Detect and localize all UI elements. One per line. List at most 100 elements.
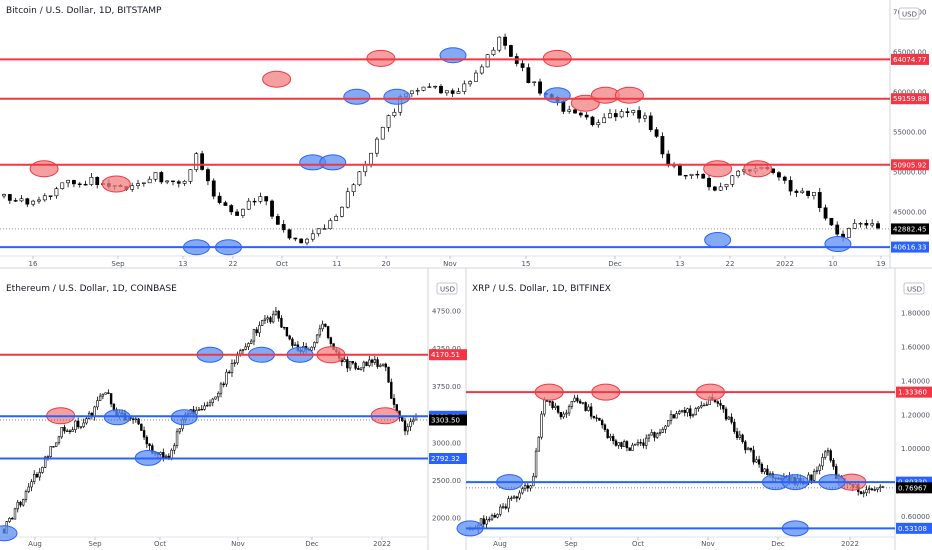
eth-candle xyxy=(343,359,346,363)
xrp-candle xyxy=(504,506,507,509)
btc-candle xyxy=(89,177,94,185)
btc-candle xyxy=(48,195,53,197)
btc-candle xyxy=(485,54,490,68)
btc-candle xyxy=(211,180,216,197)
eth-y-tick: 3750.00 xyxy=(432,383,461,391)
xrp-candle xyxy=(606,429,609,439)
xrp-candle xyxy=(642,442,645,446)
btc-support-marker xyxy=(543,87,571,104)
xrp-candle xyxy=(760,463,764,473)
xrp-candle xyxy=(620,442,623,447)
eth-candle xyxy=(197,408,201,411)
xrp-candle xyxy=(868,488,871,491)
eth-y-tick: 4750.00 xyxy=(432,308,461,316)
btc-candle xyxy=(409,90,414,95)
eth-candle xyxy=(387,366,390,383)
xrp-candle xyxy=(818,465,821,471)
btc-candle xyxy=(275,216,280,225)
eth-support-marker xyxy=(0,525,18,542)
xrp-candle xyxy=(526,485,530,489)
btc-pane[interactable]: 45000.00 50000.00 55000.00 60000.00 65000.00… xyxy=(0,9,929,269)
btc-resistance-marker xyxy=(743,160,773,178)
eth-currency-badge[interactable] xyxy=(436,282,458,295)
btc-x-tick: 15 xyxy=(522,260,531,268)
eth-candle xyxy=(175,431,179,446)
eth-pane[interactable]: 2000.002500.003000.003750.004250.004750.… xyxy=(0,306,467,548)
xrp-y-tick: 1.40000 xyxy=(901,377,930,385)
btc-candle xyxy=(188,169,193,182)
eth-candle xyxy=(384,363,387,368)
eth-candle xyxy=(41,467,44,473)
btc-candle xyxy=(340,206,344,217)
btc-candle xyxy=(380,127,385,140)
xrp-candle xyxy=(815,470,819,472)
xrp-candle xyxy=(540,413,543,438)
btc-currency-badge[interactable] xyxy=(898,7,920,20)
eth-candle xyxy=(137,418,140,425)
xrp-candle xyxy=(559,412,563,418)
xrp-candle xyxy=(691,414,695,417)
btc-candle xyxy=(503,36,507,46)
xrp-candle xyxy=(702,404,706,407)
xrp-currency-badge[interactable] xyxy=(903,282,925,295)
xrp-candle xyxy=(705,404,708,406)
btc-candle xyxy=(328,220,333,230)
xrp-candle xyxy=(678,411,681,414)
btc-candle xyxy=(479,66,484,74)
btc-candle xyxy=(310,233,315,240)
btc-level-label-box xyxy=(891,93,929,105)
xrp-candle xyxy=(653,432,656,438)
xrp-candle xyxy=(719,403,722,406)
eth-candle xyxy=(65,430,69,432)
eth-candle xyxy=(258,325,261,334)
xrp-candle xyxy=(667,420,670,427)
btc-candle xyxy=(730,175,735,185)
btc-x-tick: 16 xyxy=(29,260,38,268)
eth-candle xyxy=(362,361,366,369)
eth-chart-title: Ethereum / U.S. Dollar, 1D, COINBASE xyxy=(6,284,177,294)
eth-candle xyxy=(49,446,52,457)
eth-candle xyxy=(19,501,22,506)
btc-candle xyxy=(316,228,321,235)
xrp-candle xyxy=(598,417,601,421)
btc-y-tick: 45000.00 xyxy=(893,209,926,217)
eth-level-label-box xyxy=(429,453,467,465)
eth-candle xyxy=(43,456,47,468)
eth-y-tick: 2000.00 xyxy=(432,515,461,523)
xrp-candle xyxy=(727,416,731,420)
xrp-chart-title: XRP / U.S. Dollar, 1D, BITFINEX xyxy=(472,284,611,294)
btc-current-price-box xyxy=(891,223,929,235)
btc-candle xyxy=(520,63,525,68)
eth-candle xyxy=(239,350,242,355)
eth-level-label: 4170.51 xyxy=(431,351,460,359)
btc-y-tick: 60000.00 xyxy=(893,89,926,97)
eth-candle xyxy=(96,400,99,408)
xrp-candle xyxy=(656,433,659,438)
eth-candle xyxy=(225,371,228,385)
eth-candle xyxy=(351,361,355,364)
btc-candle xyxy=(532,81,537,84)
eth-candle xyxy=(260,320,264,326)
eth-candle xyxy=(170,449,173,459)
eth-candle xyxy=(403,420,407,432)
eth-candle xyxy=(357,368,360,370)
xrp-candle xyxy=(614,440,618,446)
eth-candle xyxy=(98,395,102,401)
xrp-current-price-label: 0.76967 xyxy=(898,484,927,492)
eth-candle xyxy=(365,361,368,366)
xrp-pane[interactable]: 0.600000.800001.000001.200001.400001.600… xyxy=(456,309,932,548)
xrp-candle xyxy=(617,442,620,446)
eth-candle xyxy=(8,517,11,522)
eth-candle xyxy=(293,344,297,346)
xrp-y-tick: 1.60000 xyxy=(901,343,930,351)
btc-candle xyxy=(468,81,473,85)
eth-x-tick: Oct xyxy=(154,540,166,548)
btc-candle xyxy=(171,180,175,182)
btc-level-label-box xyxy=(891,53,929,65)
btc-candle xyxy=(72,179,76,185)
btc-candle xyxy=(567,109,572,112)
xrp-candle xyxy=(622,441,626,447)
eth-candle xyxy=(109,393,113,405)
btc-candle xyxy=(846,228,851,238)
